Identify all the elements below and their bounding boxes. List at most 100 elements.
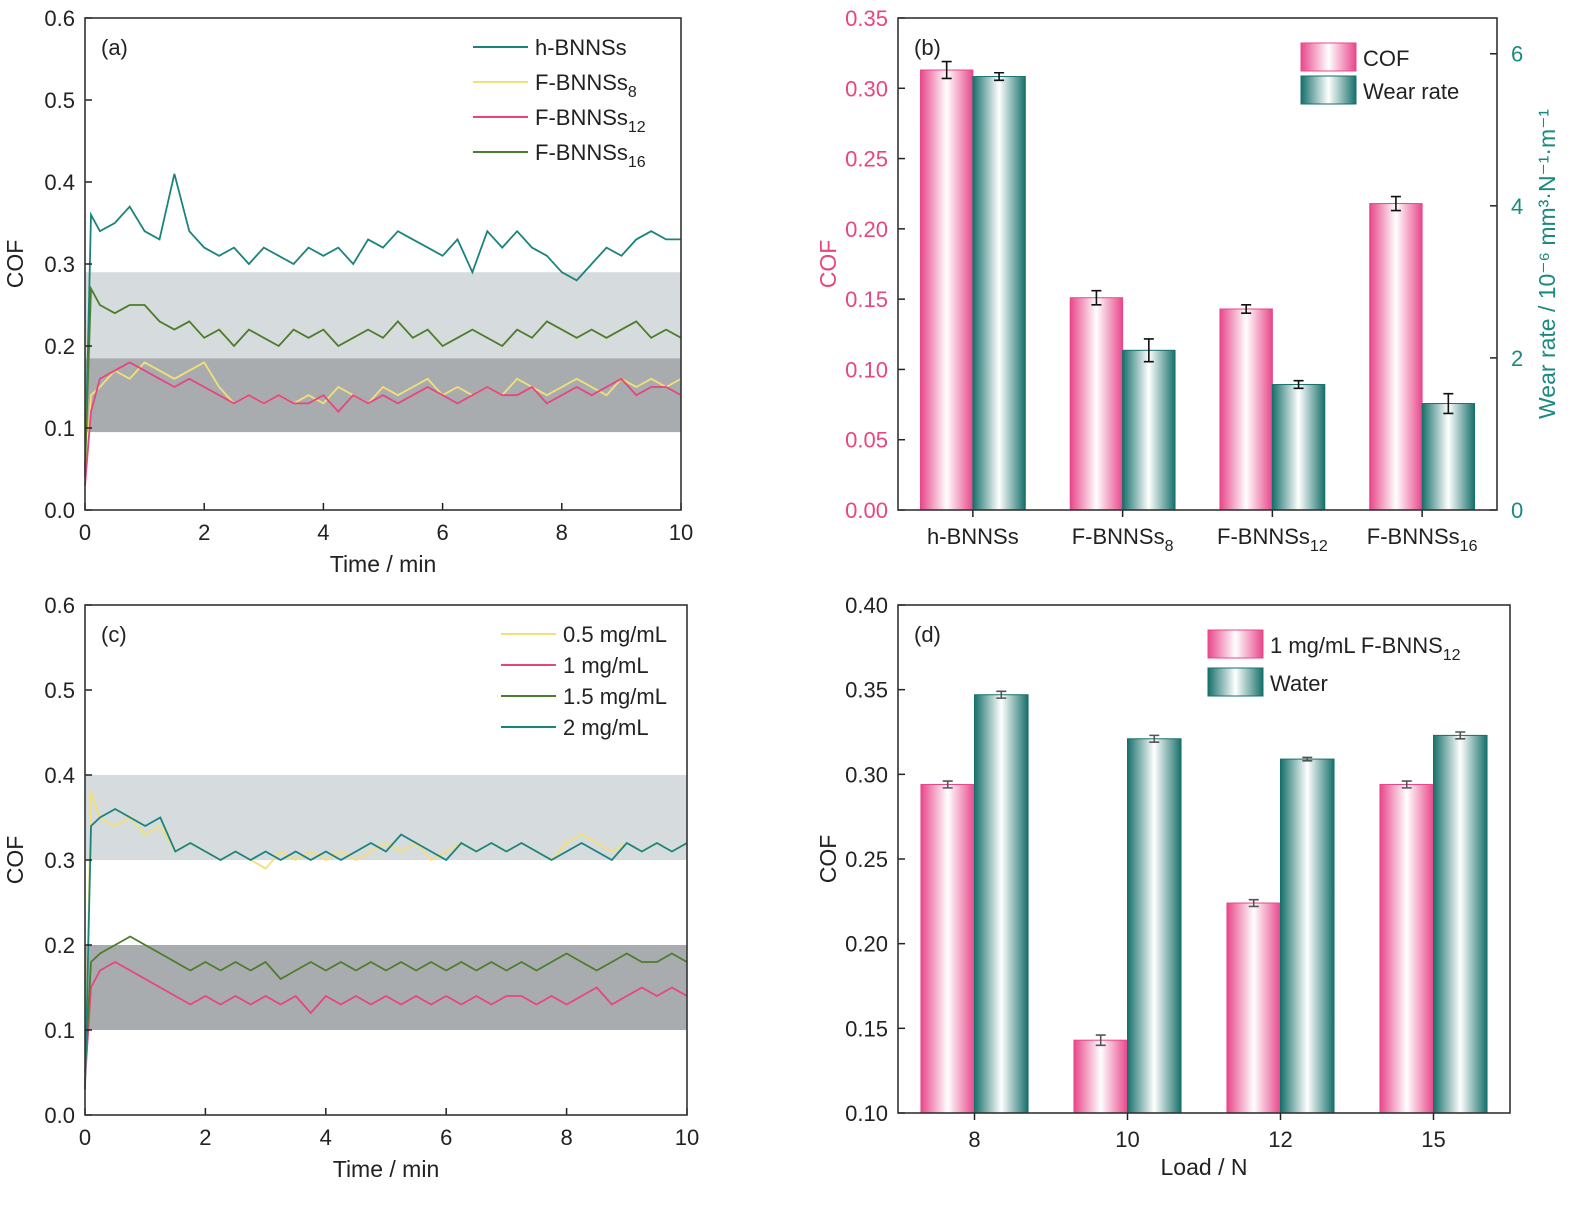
series-line-F-BNNSs16 <box>84 285 682 470</box>
plot-frame <box>84 604 688 1116</box>
y-tick-label: 0.15 <box>845 1016 888 1041</box>
plot-frame <box>84 17 682 511</box>
y-tick-label: 0.3 <box>44 848 75 873</box>
y-tick-label: 0.30 <box>845 76 888 101</box>
x-tick-label: 12 <box>1268 1127 1292 1152</box>
x-tick-label: 4 <box>320 1125 332 1150</box>
x-tick-label: F-BNNSs16 <box>1367 524 1478 555</box>
bar-Wear-rate <box>972 76 1026 511</box>
bar-Water <box>974 694 1029 1114</box>
bar-COF <box>1369 203 1423 511</box>
x-tick-label: 6 <box>440 1125 452 1150</box>
legend-swatch <box>1300 75 1357 105</box>
y-axis-label: COF <box>815 835 841 884</box>
error-bar <box>1095 1034 1106 1047</box>
shaded-band <box>85 272 681 359</box>
y-tick-label: 0.1 <box>44 1018 75 1043</box>
y-tick-label: 0.25 <box>845 847 888 872</box>
legend-label: 1.5 mg/mL <box>563 684 667 709</box>
x-tick-label: 8 <box>968 1127 980 1152</box>
y-tick-label: 0.4 <box>44 763 75 788</box>
x-tick-label: 0 <box>79 1125 91 1150</box>
y-tick-label: 0.5 <box>44 678 75 703</box>
error-bar <box>1401 780 1412 789</box>
legend-label: h-BNNSs <box>535 35 627 60</box>
x-tick-label: F-BNNSs8 <box>1072 524 1174 555</box>
error-bar <box>1390 195 1401 212</box>
bar-1-mg-mL-F-BNNS <box>1073 1039 1128 1114</box>
x-tick-label: 0 <box>79 520 91 545</box>
x-tick-label: 2 <box>198 520 210 545</box>
y-tick-label: 0.2 <box>44 334 75 359</box>
series-line-h-BNNSs <box>84 173 681 478</box>
error-bar <box>1149 734 1160 743</box>
y-tick-label: 0.20 <box>845 217 888 242</box>
x-axis-label: Load / N <box>1161 1154 1248 1180</box>
series-line-1-5-mg-mL <box>84 935 688 1073</box>
y-tick-label: 0.35 <box>845 6 888 31</box>
right-y-axis-label: Wear rate / 10⁻⁶ mm³·N⁻¹·m⁻¹ <box>1534 109 1560 419</box>
legend-swatch <box>1207 667 1264 697</box>
y-axis-label: COF <box>815 240 841 289</box>
legend-label: 2 mg/mL <box>563 715 649 740</box>
error-bar <box>994 71 1005 82</box>
error-bar <box>1443 392 1454 415</box>
error-bar <box>1302 756 1313 762</box>
bar-Wear-rate <box>1271 384 1326 511</box>
x-tick-label: 8 <box>560 1125 572 1150</box>
bar-1-mg-mL-F-BNNS <box>1226 902 1281 1114</box>
legend-label: 1 mg/mL <box>563 653 649 678</box>
y-tick-label: 0.4 <box>44 170 75 195</box>
y-tick-label: 0.30 <box>845 762 888 787</box>
y-axis-label: COF <box>2 836 28 885</box>
bar-Water <box>1280 758 1335 1114</box>
y-tick-label: 0.1 <box>44 416 75 441</box>
x-axis-label: Time / min <box>330 551 437 577</box>
plot-frame <box>897 17 1498 511</box>
bar-1-mg-mL-F-BNNS <box>1379 783 1434 1114</box>
y-tick-label: 0.6 <box>44 593 75 618</box>
y-tick-label: 0.5 <box>44 88 75 113</box>
y-tick-label: 0.0 <box>44 498 75 523</box>
error-bar <box>942 780 953 789</box>
error-bar <box>1143 338 1154 363</box>
y-tick-label: 0.10 <box>845 357 888 382</box>
error-bar <box>996 690 1007 699</box>
panel-label: (a) <box>101 35 128 60</box>
y-tick-label: 0.0 <box>44 1103 75 1128</box>
bar-Wear-rate <box>1421 403 1476 511</box>
x-tick-label: F-BNNSs12 <box>1217 524 1328 555</box>
x-axis-label: Time / min <box>333 1156 440 1182</box>
legend-label: Wear rate <box>1363 79 1459 104</box>
right-y-tick-label: 4 <box>1511 194 1523 219</box>
error-bar <box>941 60 952 80</box>
series-line-F-BNNSs12 <box>84 361 682 486</box>
y-tick-label: 0.00 <box>845 498 888 523</box>
bar-Wear-rate <box>1122 349 1176 511</box>
panel-label: (c) <box>101 622 127 647</box>
series-line-1-mg-mL <box>84 960 688 1082</box>
legend-swatch <box>1300 42 1357 72</box>
bar-COF <box>1219 308 1273 511</box>
y-tick-label: 0.35 <box>845 678 888 703</box>
x-tick-label: 6 <box>436 520 448 545</box>
x-tick-label: 10 <box>669 520 693 545</box>
y-tick-label: 0.10 <box>845 1101 888 1126</box>
bar-1-mg-mL-F-BNNS <box>920 783 976 1114</box>
bar-Water <box>1127 738 1182 1114</box>
legend-label: COF <box>1363 46 1409 71</box>
y-tick-label: 0.05 <box>845 428 888 453</box>
x-tick-label: 10 <box>1115 1127 1139 1152</box>
plot-frame <box>897 604 1511 1114</box>
legend-label: Water <box>1270 671 1328 696</box>
shaded-band <box>85 945 687 1030</box>
bar-COF <box>1069 297 1124 511</box>
right-y-tick-label: 2 <box>1511 346 1523 371</box>
x-tick-label: 2 <box>199 1125 211 1150</box>
y-tick-label: 0.20 <box>845 932 888 957</box>
legend-label: F-BNNSs16 <box>535 140 646 171</box>
y-axis-label: COF <box>2 240 28 289</box>
y-tick-label: 0.2 <box>44 933 75 958</box>
x-tick-label: 4 <box>317 520 329 545</box>
